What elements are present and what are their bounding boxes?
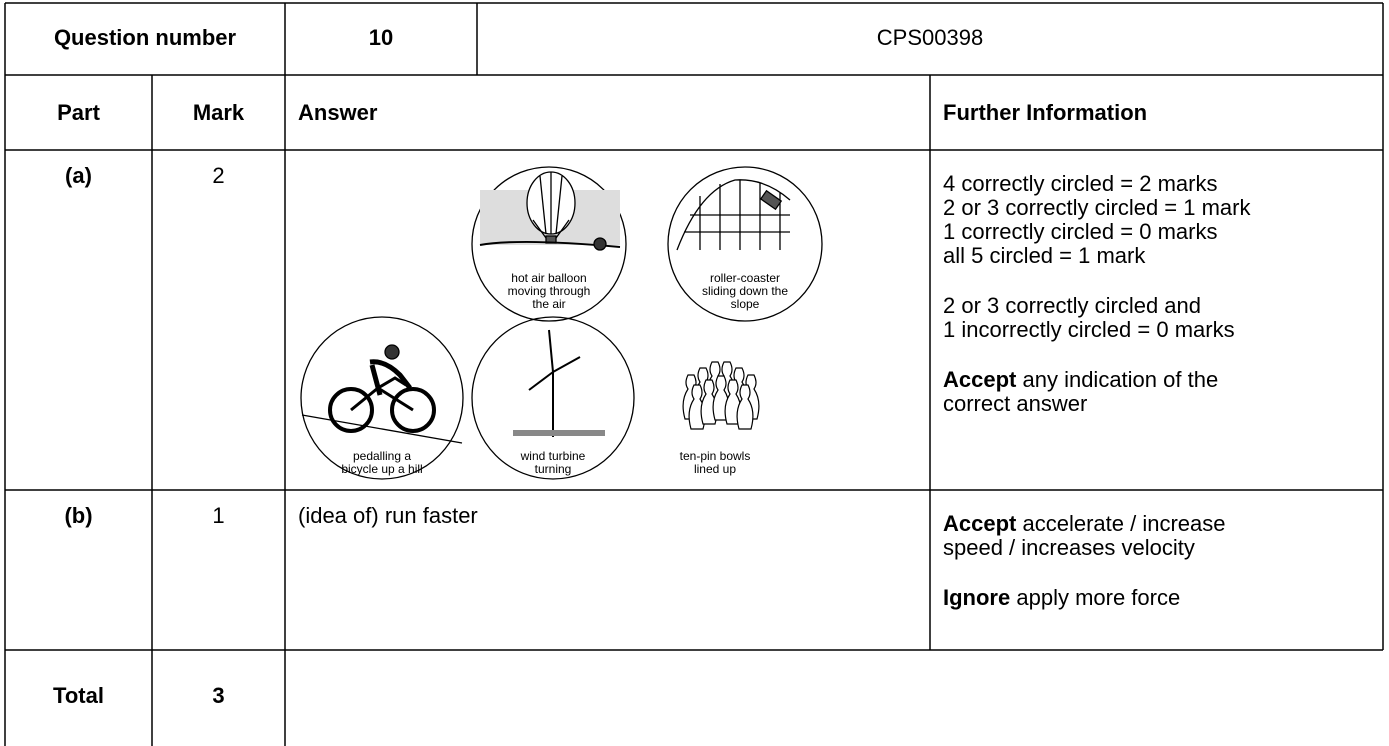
further-info-line: Accept accelerate / increase [943, 511, 1225, 537]
text: accelerate / increase [1022, 511, 1226, 536]
further-info-line: Ignore apply more force [943, 585, 1180, 611]
emphasis: Ignore [943, 585, 1011, 610]
image-caption: turning [535, 462, 572, 476]
image-caption: hot air balloon [511, 271, 586, 285]
further-info-line: all 5 circled = 1 mark [943, 243, 1145, 269]
further-info-line: 1 correctly circled = 0 marks [943, 219, 1217, 245]
image-caption: sliding down the [702, 284, 788, 298]
total-label: Total [53, 683, 104, 708]
total-mark: 3 [212, 683, 225, 708]
col-part: Part [57, 100, 100, 125]
further-info-line: 4 correctly circled = 2 marks [943, 171, 1217, 197]
text: apply more force [1016, 585, 1181, 610]
further-info-line: speed / increases velocity [943, 535, 1195, 561]
image-caption: ten-pin bowls [680, 449, 751, 463]
mark-value: 1 [212, 503, 225, 528]
text: 4 correctly circled = 2 marks [943, 171, 1218, 196]
image-caption: moving through [508, 284, 591, 298]
image-caption: lined up [694, 462, 736, 476]
question-code: CPS00398 [876, 25, 984, 50]
further-info-line: correct answer [943, 391, 1087, 417]
emphasis: Accept [943, 511, 1017, 536]
part-label: (b) [64, 503, 93, 528]
further-info-line: 1 incorrectly circled = 0 marks [943, 317, 1235, 343]
part-label: (a) [65, 163, 92, 188]
question-number-label: Question number [53, 25, 237, 50]
image-caption: the air [532, 297, 565, 311]
image-caption: wind turbine [520, 449, 586, 463]
image-caption: pedalling a [353, 449, 411, 463]
answer-text: (idea of) run faster [298, 503, 478, 528]
further-info-line: 2 or 3 correctly circled and [943, 293, 1201, 319]
further-info-line: Accept any indication of the [943, 367, 1218, 393]
text: all 5 circled = 1 mark [943, 243, 1146, 268]
text: correct answer [943, 391, 1088, 416]
text: 1 correctly circled = 0 marks [943, 219, 1218, 244]
col-answer: Answer [298, 100, 378, 125]
text: 2 or 3 correctly circled = 1 mark [943, 195, 1251, 220]
question-number: 10 [368, 25, 394, 50]
bowl-icon [736, 384, 754, 430]
image-caption: bicycle up a hill [341, 462, 422, 476]
mark-value: 2 [212, 163, 225, 188]
emphasis: Accept [943, 367, 1017, 392]
text: speed / increases velocity [943, 535, 1195, 560]
image-caption: roller-coaster [710, 271, 780, 285]
bowl-icon [688, 384, 706, 430]
further-info-line: 2 or 3 correctly circled = 1 mark [943, 195, 1250, 221]
col-further: Further Information [943, 100, 1148, 125]
text: any indication of the [1022, 367, 1219, 392]
text: 1 incorrectly circled = 0 marks [943, 317, 1235, 342]
text: 2 or 3 correctly circled and [943, 293, 1201, 318]
image-caption: slope [731, 297, 760, 311]
col-mark: Mark [192, 100, 245, 125]
